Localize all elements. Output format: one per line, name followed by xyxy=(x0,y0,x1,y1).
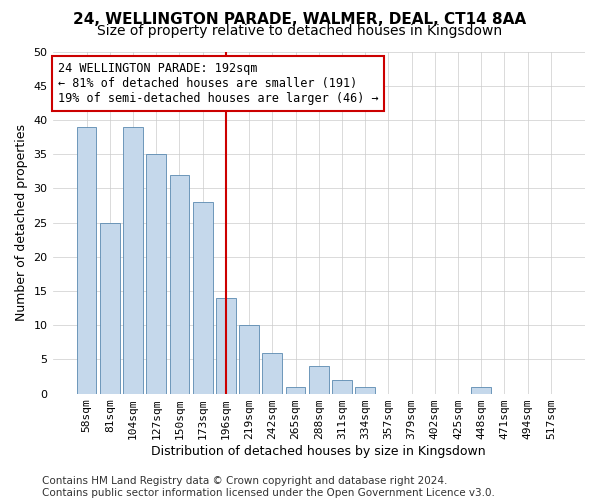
Bar xyxy=(286,386,305,394)
Text: Contains HM Land Registry data © Crown copyright and database right 2024.
Contai: Contains HM Land Registry data © Crown c… xyxy=(42,476,495,498)
Bar xyxy=(170,174,190,394)
Bar xyxy=(472,386,491,394)
Text: 24, WELLINGTON PARADE, WALMER, DEAL, CT14 8AA: 24, WELLINGTON PARADE, WALMER, DEAL, CT1… xyxy=(73,12,527,28)
Bar xyxy=(123,127,143,394)
Bar xyxy=(193,202,212,394)
Bar xyxy=(355,386,375,394)
Bar xyxy=(239,325,259,394)
X-axis label: Distribution of detached houses by size in Kingsdown: Distribution of detached houses by size … xyxy=(151,444,486,458)
Text: 24 WELLINGTON PARADE: 192sqm
← 81% of detached houses are smaller (191)
19% of s: 24 WELLINGTON PARADE: 192sqm ← 81% of de… xyxy=(58,62,379,105)
Bar xyxy=(100,222,119,394)
Bar xyxy=(309,366,329,394)
Bar xyxy=(77,127,97,394)
Text: Size of property relative to detached houses in Kingsdown: Size of property relative to detached ho… xyxy=(97,24,503,38)
Y-axis label: Number of detached properties: Number of detached properties xyxy=(15,124,28,321)
Bar xyxy=(262,352,282,394)
Bar xyxy=(216,298,236,394)
Bar xyxy=(146,154,166,394)
Bar xyxy=(332,380,352,394)
